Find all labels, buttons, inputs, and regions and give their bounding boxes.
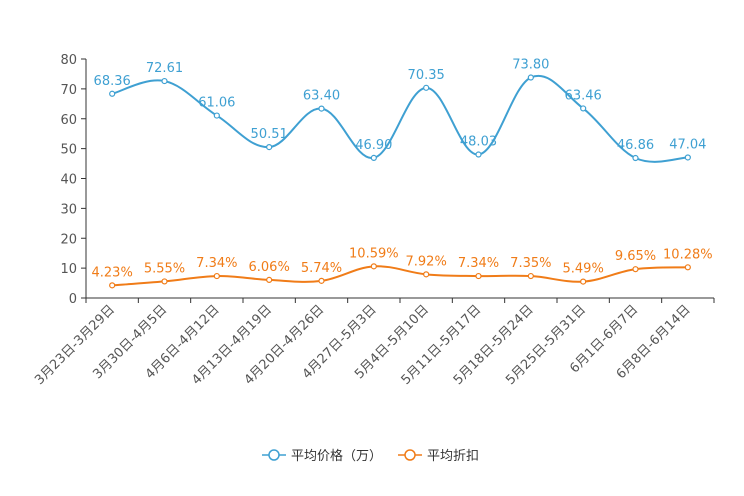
data-label: 61.06 bbox=[198, 96, 235, 111]
data-point bbox=[475, 151, 482, 158]
legend-marker bbox=[404, 449, 416, 461]
data-label: 7.92% bbox=[406, 254, 447, 269]
y-tick-label: 80 bbox=[60, 53, 77, 68]
legend-item-2: 平均折扣 bbox=[398, 449, 479, 464]
data-point bbox=[580, 278, 587, 285]
data-point bbox=[161, 77, 168, 85]
data-label: 68.36 bbox=[94, 74, 131, 89]
y-tick-label: 10 bbox=[60, 262, 77, 277]
data-point bbox=[318, 277, 325, 284]
y-tick-label: 60 bbox=[60, 113, 77, 128]
data-point bbox=[370, 263, 377, 270]
data-point bbox=[684, 154, 691, 161]
data-label: 5.55% bbox=[144, 261, 185, 276]
data-point bbox=[213, 272, 220, 280]
data-label: 50.51 bbox=[251, 127, 288, 142]
data-point bbox=[161, 278, 168, 285]
data-point bbox=[266, 144, 273, 151]
data-label: 70.35 bbox=[408, 68, 445, 83]
data-point bbox=[266, 276, 273, 283]
data-label: 4.23% bbox=[92, 265, 133, 280]
data-label: 46.86 bbox=[617, 138, 654, 153]
series-line-2 bbox=[112, 265, 688, 287]
data-point bbox=[423, 84, 430, 91]
y-tick-label: 40 bbox=[60, 173, 77, 188]
data-label: 10.28% bbox=[663, 247, 713, 262]
data-label: 5.49% bbox=[563, 262, 604, 277]
data-label: 63.46 bbox=[565, 88, 602, 103]
data-label: 10.59% bbox=[349, 246, 399, 261]
y-tick-label: 70 bbox=[60, 83, 77, 98]
data-point bbox=[527, 74, 534, 81]
data-label: 47.04 bbox=[669, 137, 706, 152]
data-point bbox=[632, 266, 639, 273]
legend-label: 平均折扣 bbox=[427, 449, 479, 464]
data-label: 7.34% bbox=[458, 256, 499, 271]
data-point bbox=[109, 90, 116, 97]
data-label: 7.35% bbox=[510, 256, 551, 271]
y-tick-label: 20 bbox=[60, 232, 77, 247]
data-point bbox=[475, 272, 482, 280]
data-label: 48.03 bbox=[460, 135, 497, 150]
data-point bbox=[318, 105, 325, 112]
data-point bbox=[580, 105, 587, 112]
data-label: 6.06% bbox=[249, 260, 290, 275]
data-point bbox=[370, 154, 377, 161]
y-tick-label: 50 bbox=[60, 143, 77, 158]
data-label: 5.74% bbox=[301, 261, 342, 276]
data-label: 73.80 bbox=[512, 58, 549, 73]
data-label: 9.65% bbox=[615, 249, 656, 264]
data-label: 7.34% bbox=[196, 256, 237, 271]
data-point bbox=[632, 154, 639, 162]
y-tick-label: 0 bbox=[69, 292, 77, 307]
data-point bbox=[109, 282, 116, 289]
data-label: 63.40 bbox=[303, 89, 340, 104]
data-label: 46.90 bbox=[355, 138, 392, 153]
legend-item-1: 平均价格（万） bbox=[262, 448, 382, 464]
data-point bbox=[527, 272, 534, 280]
data-point bbox=[684, 264, 691, 271]
data-point bbox=[213, 112, 220, 119]
legend-marker bbox=[268, 449, 280, 461]
data-label: 72.61 bbox=[146, 61, 183, 76]
y-tick-label: 30 bbox=[60, 202, 77, 217]
data-point bbox=[423, 271, 430, 278]
legend-label: 平均价格（万） bbox=[291, 448, 382, 464]
